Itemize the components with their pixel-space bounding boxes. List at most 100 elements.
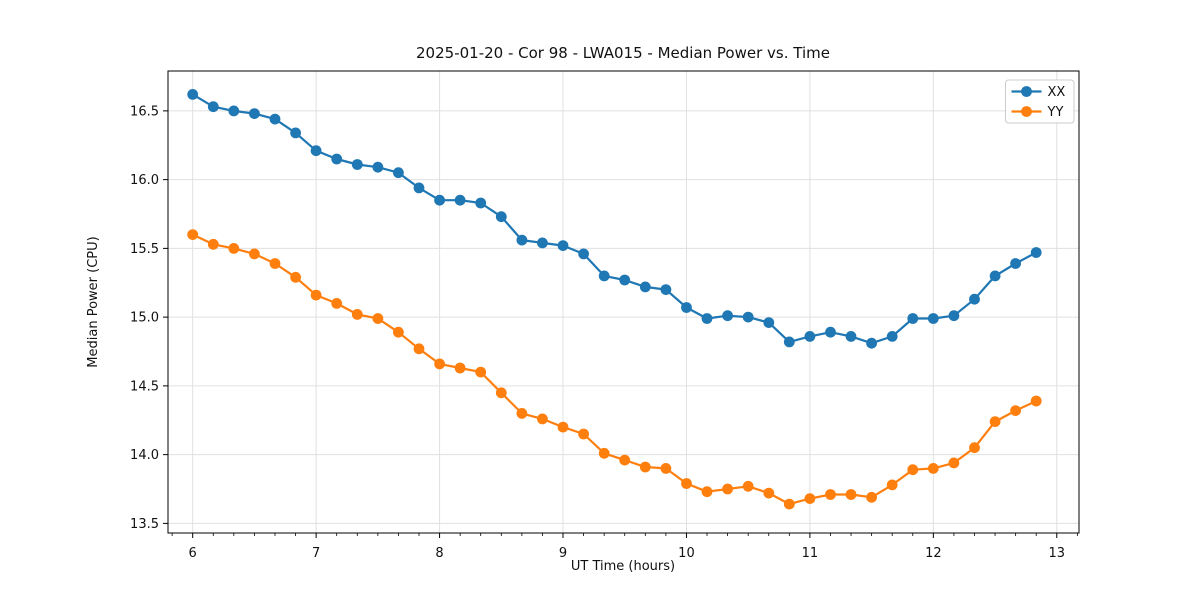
data-point-XX — [249, 108, 260, 119]
data-point-XX — [783, 336, 795, 348]
x-tick-label: 12 — [925, 546, 942, 561]
data-point-YY — [742, 480, 754, 492]
data-point-YY — [331, 298, 343, 309]
data-point-XX — [907, 313, 919, 324]
data-point-XX — [537, 237, 548, 249]
legend-marker-YY — [1021, 106, 1032, 117]
y-axis-label: Median Power (CPU) — [86, 236, 101, 367]
y-tick-label: 16.5 — [130, 104, 159, 119]
legend-label-YY: YY — [1047, 105, 1064, 120]
data-point-YY — [989, 416, 1001, 427]
x-tick-label: 7 — [312, 546, 320, 561]
data-point-YY — [722, 483, 733, 495]
data-point-YY — [516, 408, 528, 419]
data-point-YY — [969, 442, 980, 454]
legend-marker-XX — [1021, 86, 1032, 97]
data-point-YY — [619, 454, 631, 466]
data-point-XX — [454, 194, 466, 206]
data-point-YY — [351, 309, 363, 320]
data-point-XX — [619, 274, 631, 286]
series-YY-markers — [187, 229, 1042, 510]
data-point-YY — [598, 447, 610, 459]
data-point-YY — [783, 498, 795, 510]
y-tick-label: 13.5 — [130, 517, 159, 532]
data-point-YY — [886, 479, 898, 491]
data-point-YY — [187, 229, 199, 241]
data-point-XX — [310, 145, 322, 157]
data-point-XX — [290, 127, 301, 139]
legend: XX YY — [1005, 79, 1075, 124]
data-point-YY — [393, 326, 404, 338]
data-point-XX — [269, 113, 281, 125]
data-point-YY — [948, 457, 960, 469]
data-point-YY — [681, 478, 692, 489]
y-tick-label: 15.0 — [130, 311, 159, 326]
x-tick-label: 10 — [678, 546, 695, 561]
data-point-XX — [948, 310, 960, 322]
data-point-XX — [866, 337, 877, 349]
data-point-YY — [228, 243, 240, 254]
data-point-XX — [681, 302, 692, 313]
data-point-YY — [1030, 395, 1042, 407]
data-point-XX — [393, 167, 404, 179]
grid-layer — [168, 71, 1079, 533]
x-tick-label: 6 — [189, 546, 197, 561]
data-point-YY — [804, 493, 816, 504]
x-tick-label: 8 — [435, 546, 443, 561]
data-point-YY — [537, 413, 548, 425]
data-point-YY — [578, 428, 589, 440]
data-point-YY — [701, 486, 713, 498]
data-point-YY — [310, 289, 322, 301]
data-point-XX — [763, 317, 775, 328]
data-point-XX — [845, 331, 857, 342]
data-point-YY — [907, 464, 919, 476]
x-tick-label: 11 — [802, 546, 819, 561]
data-point-XX — [742, 311, 754, 323]
legend-label-XX: XX — [1048, 85, 1066, 100]
data-point-YY — [207, 238, 219, 250]
data-point-XX — [886, 331, 898, 342]
data-point-XX — [434, 194, 445, 206]
data-point-XX — [660, 284, 672, 295]
y-tick-label: 14.5 — [130, 379, 159, 394]
series-layer — [187, 89, 1042, 510]
data-point-YY — [269, 258, 281, 269]
data-point-YY — [413, 343, 425, 355]
data-point-YY — [639, 461, 651, 473]
series-YY-line — [191, 233, 1038, 506]
data-point-XX — [557, 240, 569, 252]
data-point-XX — [413, 182, 425, 194]
plot-border — [167, 70, 1080, 534]
data-point-XX — [1010, 258, 1021, 269]
data-point-YY — [825, 489, 836, 500]
tick-layer: 6 7 8 9 10 11 12 13 13.5 14.0 14.5 15.0 15.5 16.0 16.5 — [130, 104, 1078, 561]
data-point-YY — [845, 489, 857, 500]
x-tick-label: 13 — [1049, 546, 1066, 561]
data-point-XX — [927, 313, 939, 324]
data-point-XX — [825, 326, 836, 338]
data-point-YY — [763, 487, 775, 499]
data-point-YY — [495, 387, 507, 399]
data-point-YY — [475, 366, 487, 378]
x-axis-label: UT Time (hours) — [571, 559, 675, 574]
x-tick-label: 9 — [559, 546, 567, 561]
y-tick-label: 15.5 — [130, 242, 159, 257]
data-point-XX — [578, 248, 589, 260]
data-point-YY — [557, 421, 569, 433]
data-point-XX — [804, 331, 816, 342]
data-point-XX — [701, 313, 713, 324]
data-point-XX — [516, 234, 528, 246]
data-point-XX — [598, 270, 610, 282]
data-point-XX — [722, 310, 733, 322]
data-point-XX — [228, 105, 240, 117]
data-point-YY — [454, 362, 466, 374]
data-point-XX — [331, 153, 343, 165]
data-point-XX — [351, 159, 363, 170]
data-point-YY — [249, 248, 260, 260]
data-point-YY — [1010, 405, 1021, 416]
data-point-XX — [1030, 247, 1042, 258]
series-XX-markers — [187, 89, 1042, 349]
data-point-YY — [660, 463, 672, 474]
